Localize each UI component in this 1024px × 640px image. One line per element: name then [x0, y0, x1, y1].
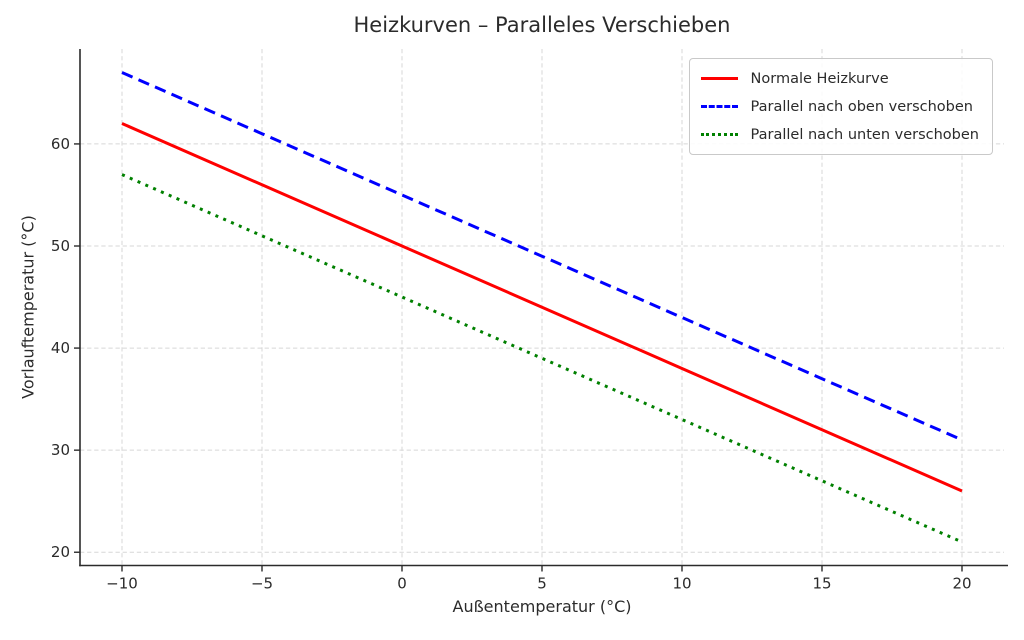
legend: Normale Heizkurve Parallel nach oben ver…: [688, 58, 993, 155]
x-tick-label: 5: [537, 575, 547, 593]
y-tick-label: 30: [51, 441, 70, 459]
x-tick-label: −10: [106, 575, 138, 593]
x-tick-label: −5: [251, 575, 273, 593]
y-axis-label: Vorlauftemperatur (°C): [18, 215, 38, 399]
x-tick-label: 20: [952, 575, 971, 593]
chart-title: Heizkurven – Paralleles Verschieben: [353, 13, 731, 37]
y-tick-label: 40: [51, 339, 70, 357]
series-line-0: [121, 122, 963, 493]
legend-line-sample-dotted: [700, 133, 738, 136]
x-tick-label: 15: [812, 575, 831, 593]
legend-item-parallel-unten: Parallel nach unten verschoben: [700, 124, 979, 145]
x-axis-label: Außentemperatur (°C): [452, 597, 632, 616]
legend-label: Parallel nach unten verschoben: [750, 126, 979, 143]
legend-item-normale-heizkurve: Normale Heizkurve: [700, 68, 979, 89]
legend-label: Parallel nach oben verschoben: [750, 98, 973, 115]
legend-label: Normale Heizkurve: [750, 70, 889, 87]
y-tick-label: 60: [51, 135, 70, 153]
x-tick-label: 10: [672, 575, 691, 593]
y-tick-label: 50: [51, 237, 70, 255]
legend-line-sample-dashed: [700, 105, 738, 108]
series-line-1: [121, 71, 963, 442]
legend-line-sample-solid: [700, 77, 738, 80]
legend-item-parallel-oben: Parallel nach oben verschoben: [700, 96, 979, 117]
x-tick-label: 0: [397, 575, 407, 593]
y-tick-label: 20: [51, 543, 70, 561]
